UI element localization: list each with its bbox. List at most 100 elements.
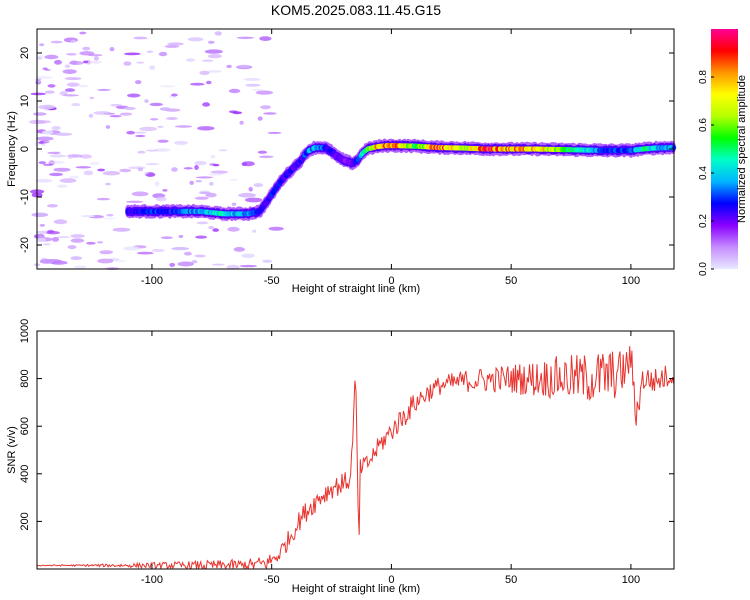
noise-blob — [83, 60, 89, 64]
colorbar-ticks: 0.0 0.2 0.4 0.6 0.8 — [698, 70, 714, 276]
x-tick-label: -50 — [264, 275, 280, 287]
x-tick-label: -100 — [141, 574, 163, 586]
noise-blob — [93, 56, 99, 61]
noise-blob — [258, 155, 274, 159]
noise-blob — [136, 61, 145, 64]
noise-blob — [102, 171, 121, 176]
noise-blob — [171, 247, 190, 251]
noise-blob — [135, 134, 146, 138]
y-tick-label: -10 — [19, 189, 31, 205]
noise-blob — [197, 126, 215, 131]
x-tick-label: 50 — [505, 574, 517, 586]
noise-blob — [210, 170, 229, 174]
noise-blob — [194, 160, 207, 166]
noise-blob — [112, 227, 131, 232]
noise-blob — [38, 141, 45, 144]
noise-blob — [205, 192, 217, 198]
noise-blob — [189, 180, 194, 185]
noise-blob — [263, 112, 277, 115]
noise-blob — [236, 36, 255, 39]
noise-blob — [209, 181, 214, 186]
noise-blob — [83, 170, 94, 176]
noise-blob — [228, 88, 241, 94]
noise-blob — [136, 251, 154, 255]
noise-blob — [177, 261, 194, 267]
noise-blob — [127, 93, 141, 98]
noise-blob — [39, 259, 55, 264]
noise-blob — [164, 44, 180, 48]
noise-blob — [53, 167, 71, 172]
noise-blob — [257, 150, 268, 154]
noise-blob — [105, 125, 111, 129]
noise-blob — [38, 161, 47, 165]
noise-blob — [47, 84, 56, 88]
noise-blob — [145, 163, 159, 166]
noise-blob — [229, 178, 238, 181]
noise-blob — [46, 204, 58, 208]
noise-blob — [75, 166, 92, 169]
snr-y-axis: 200 400 600 800 1000 — [19, 319, 674, 531]
snr-x-label: Height of straight line (km) — [292, 583, 420, 595]
noise-blob — [97, 258, 114, 264]
y-tick-label: 800 — [19, 369, 31, 387]
noise-blob — [252, 229, 257, 233]
noise-blob — [39, 43, 45, 47]
noise-blob — [189, 82, 205, 86]
noise-blob — [157, 139, 169, 143]
noise-blob — [194, 254, 206, 258]
noise-blob — [214, 31, 222, 36]
snr-y-label: SNR (v/v) — [6, 426, 18, 474]
noise-blob — [109, 115, 122, 118]
noise-blob — [208, 226, 215, 229]
noise-blob — [183, 167, 193, 170]
y-tick-label: -20 — [19, 237, 31, 253]
noise-blob — [251, 88, 264, 91]
noise-blob — [48, 160, 65, 164]
noise-blob — [35, 178, 53, 183]
snr-series-line — [36, 346, 675, 571]
noise-blob — [42, 130, 54, 135]
noise-blob — [123, 246, 140, 251]
noise-blob — [97, 88, 111, 91]
noise-blob — [88, 113, 94, 118]
noise-blob — [37, 55, 45, 60]
noise-blob — [135, 80, 142, 85]
noise-blob — [109, 47, 115, 52]
noise-blob — [49, 172, 64, 177]
noise-blob — [162, 189, 168, 192]
spectrogram-y-axis: -20 -10 0 10 20 — [19, 47, 674, 253]
noise-blob — [245, 83, 261, 87]
y-tick-label: 1000 — [19, 319, 31, 343]
noise-blob — [257, 116, 263, 121]
snr-x-axis: -100 -50 0 50 100 — [141, 331, 640, 586]
noise-blob — [131, 191, 149, 197]
noise-blob — [159, 85, 176, 88]
noise-blob — [59, 91, 68, 96]
noise-blob — [137, 167, 143, 172]
noise-blob — [248, 187, 253, 192]
noise-blob — [37, 120, 52, 124]
colorbar-tick-label: 0.0 — [698, 262, 709, 276]
noise-blob — [155, 196, 167, 202]
noise-blob — [64, 77, 82, 81]
noise-blob — [227, 226, 240, 232]
noise-blob — [212, 263, 225, 266]
noise-blob — [231, 202, 237, 206]
noise-blob — [62, 69, 77, 74]
noise-blob — [119, 112, 132, 116]
noise-blob — [36, 237, 47, 243]
noise-blob — [51, 237, 60, 242]
noise-blob — [66, 82, 80, 87]
noise-blob — [174, 140, 188, 145]
noise-blob — [158, 51, 168, 57]
y-tick-label: 400 — [19, 465, 31, 483]
spectrogram-noise-blobs — [29, 31, 284, 270]
noise-blob — [199, 70, 210, 75]
x-tick-label: 100 — [622, 574, 640, 586]
noise-blob — [149, 65, 156, 70]
noise-blob — [133, 131, 147, 134]
noise-blob — [202, 102, 211, 107]
noise-blob — [115, 260, 127, 263]
